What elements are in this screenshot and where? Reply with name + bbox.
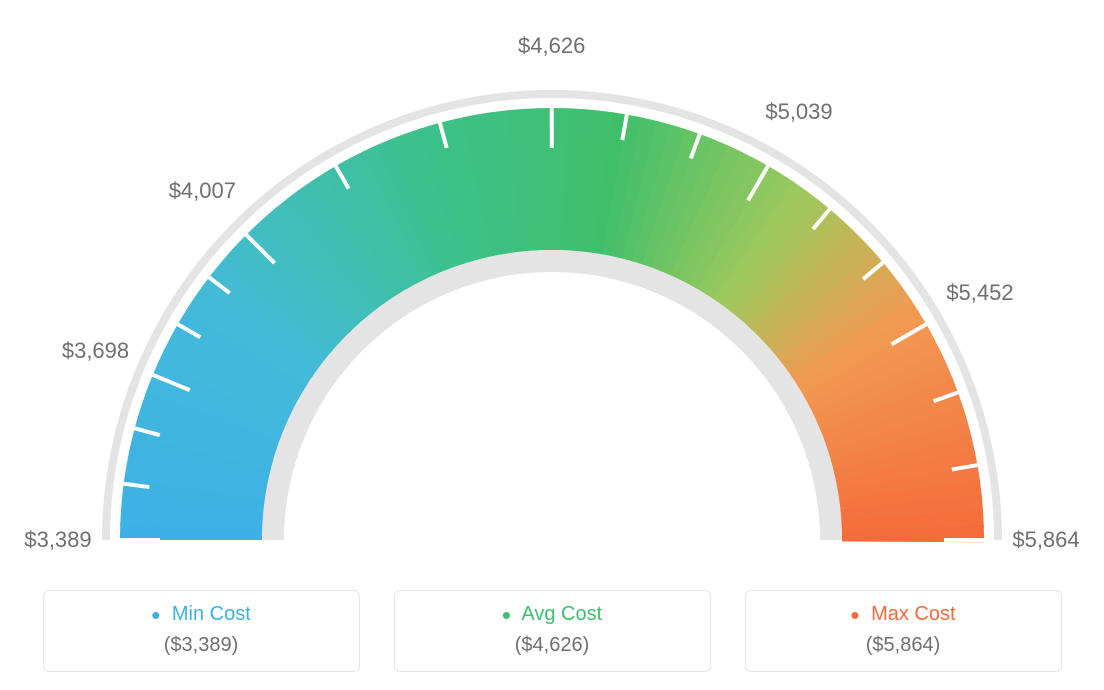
legend-card-avg: • Avg Cost ($4,626) — [394, 590, 711, 672]
legend-value-avg: ($4,626) — [395, 634, 710, 657]
dot-icon: • — [850, 600, 865, 630]
gauge-tick-label: $3,698 — [62, 338, 129, 364]
gauge-tick-label: $5,452 — [946, 280, 1013, 306]
legend-title-text: Avg Cost — [521, 603, 602, 625]
cost-gauge-chart: $3,389 $3,698 $4,007 $4,626 $5,039 $5,452 $5,8… — [0, 0, 1104, 690]
legend-title-avg: • Avg Cost — [395, 603, 710, 626]
legend-row: • Min Cost ($3,389) • Avg Cost ($4,626) … — [0, 590, 1104, 672]
gauge-svg — [0, 0, 1104, 580]
legend-title-max: • Max Cost — [746, 603, 1061, 626]
legend-title-text: Max Cost — [871, 603, 955, 625]
gauge-tick-label: $5,864 — [1012, 527, 1079, 553]
gauge-tick-label: $3,389 — [24, 527, 91, 553]
gauge-area: $3,389 $3,698 $4,007 $4,626 $5,039 $5,452 $5,8… — [0, 0, 1104, 560]
gauge-tick-label: $5,039 — [765, 99, 832, 125]
legend-value-min: ($3,389) — [44, 634, 359, 657]
dot-icon: • — [151, 600, 166, 630]
legend-card-max: • Max Cost ($5,864) — [745, 590, 1062, 672]
legend-title-min: • Min Cost — [44, 603, 359, 626]
legend-title-text: Min Cost — [172, 603, 251, 625]
legend-card-min: • Min Cost ($3,389) — [43, 590, 360, 672]
gauge-tick-label: $4,007 — [169, 178, 236, 204]
legend-value-max: ($5,864) — [746, 634, 1061, 657]
dot-icon: • — [502, 600, 517, 630]
gauge-tick-label: $4,626 — [518, 33, 585, 59]
